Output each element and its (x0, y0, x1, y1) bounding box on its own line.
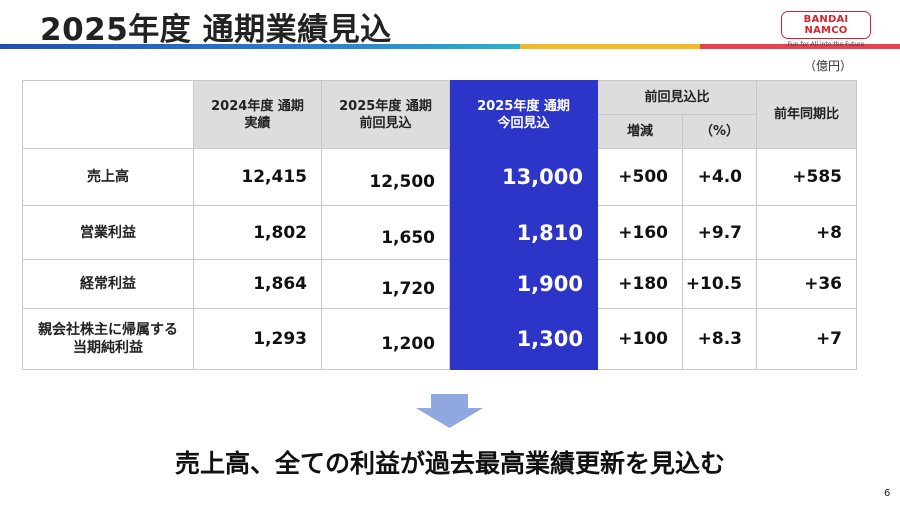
cell-current: 1,300 (449, 308, 598, 370)
cell-change: +100 (597, 308, 683, 370)
header-fy2025-current: 2025年度 通期 今回見込 (449, 80, 598, 149)
company-logo: BANDAI NAMCO Fun for All into the Future (781, 11, 871, 48)
cell-previous: 12,500 (321, 148, 450, 206)
cell-percent: +10.5 (681, 259, 758, 309)
table-row: 経常利益 1,864 1,720 1,900 +180 +10.5 +36 (22, 259, 858, 309)
header-yoy: 前年同期比 (756, 80, 858, 149)
cell-percent: +8.3 (681, 308, 758, 370)
header-percent: （%） (681, 114, 758, 149)
cell-fy2024: 1,293 (193, 308, 322, 370)
table-row: 売上高 12,415 12,500 13,000 +500 +4.0 +585 (22, 148, 858, 206)
cell-current: 1,810 (449, 205, 598, 260)
cell-fy2024: 12,415 (193, 148, 322, 206)
cell-yoy: +8 (756, 205, 858, 260)
header-vs-previous: 前回見込比 (596, 80, 758, 115)
cell-previous: 1,720 (321, 259, 450, 309)
title-accent-bar-red (700, 44, 900, 49)
cell-change: +180 (597, 259, 683, 309)
cell-current: 1,900 (449, 259, 598, 309)
header-fy2024-actual: 2024年度 通期 実績 (193, 80, 322, 149)
title-accent-bar-yellow (520, 44, 700, 49)
title-accent-bar-blue (0, 44, 520, 49)
row-label: 営業利益 (22, 205, 194, 260)
down-arrow-icon (416, 394, 483, 428)
cell-fy2024: 1,864 (193, 259, 322, 309)
logo-wordmark: BANDAI NAMCO (781, 11, 871, 39)
table-row: 営業利益 1,802 1,650 1,810 +160 +9.7 +8 (22, 205, 858, 260)
cell-yoy: +585 (756, 148, 858, 206)
cell-change: +500 (597, 148, 683, 206)
row-label: 売上高 (22, 148, 194, 206)
logo-tagline: Fun for All into the Future (787, 41, 865, 48)
cell-current: 13,000 (449, 148, 598, 206)
page-number: 6 (884, 488, 891, 499)
forecast-table: 2024年度 通期 実績 2025年度 通期 前回見込 2025年度 通期 今回… (22, 80, 858, 370)
header-change: 増減 (597, 114, 683, 149)
cell-percent: +4.0 (681, 148, 758, 206)
table-row: 親会社株主に帰属する 当期純利益 1,293 1,200 1,300 +100 … (22, 308, 858, 370)
cell-yoy: +36 (756, 259, 858, 309)
cell-change: +160 (597, 205, 683, 260)
cell-percent: +9.7 (681, 205, 758, 260)
unit-label: （億円） (804, 59, 853, 73)
cell-previous: 1,650 (321, 205, 450, 260)
row-label: 親会社株主に帰属する 当期純利益 (22, 308, 194, 370)
cell-yoy: +7 (756, 308, 858, 370)
header-corner (22, 80, 194, 149)
cell-previous: 1,200 (321, 308, 450, 370)
summary-headline: 売上高、全ての利益が過去最高業績更新を見込む (174, 449, 725, 478)
slide-title: 2025年度 通期業績見込 (40, 12, 392, 48)
row-label: 経常利益 (22, 259, 194, 309)
cell-fy2024: 1,802 (193, 205, 322, 260)
header-fy2025-previous: 2025年度 通期 前回見込 (321, 80, 450, 149)
